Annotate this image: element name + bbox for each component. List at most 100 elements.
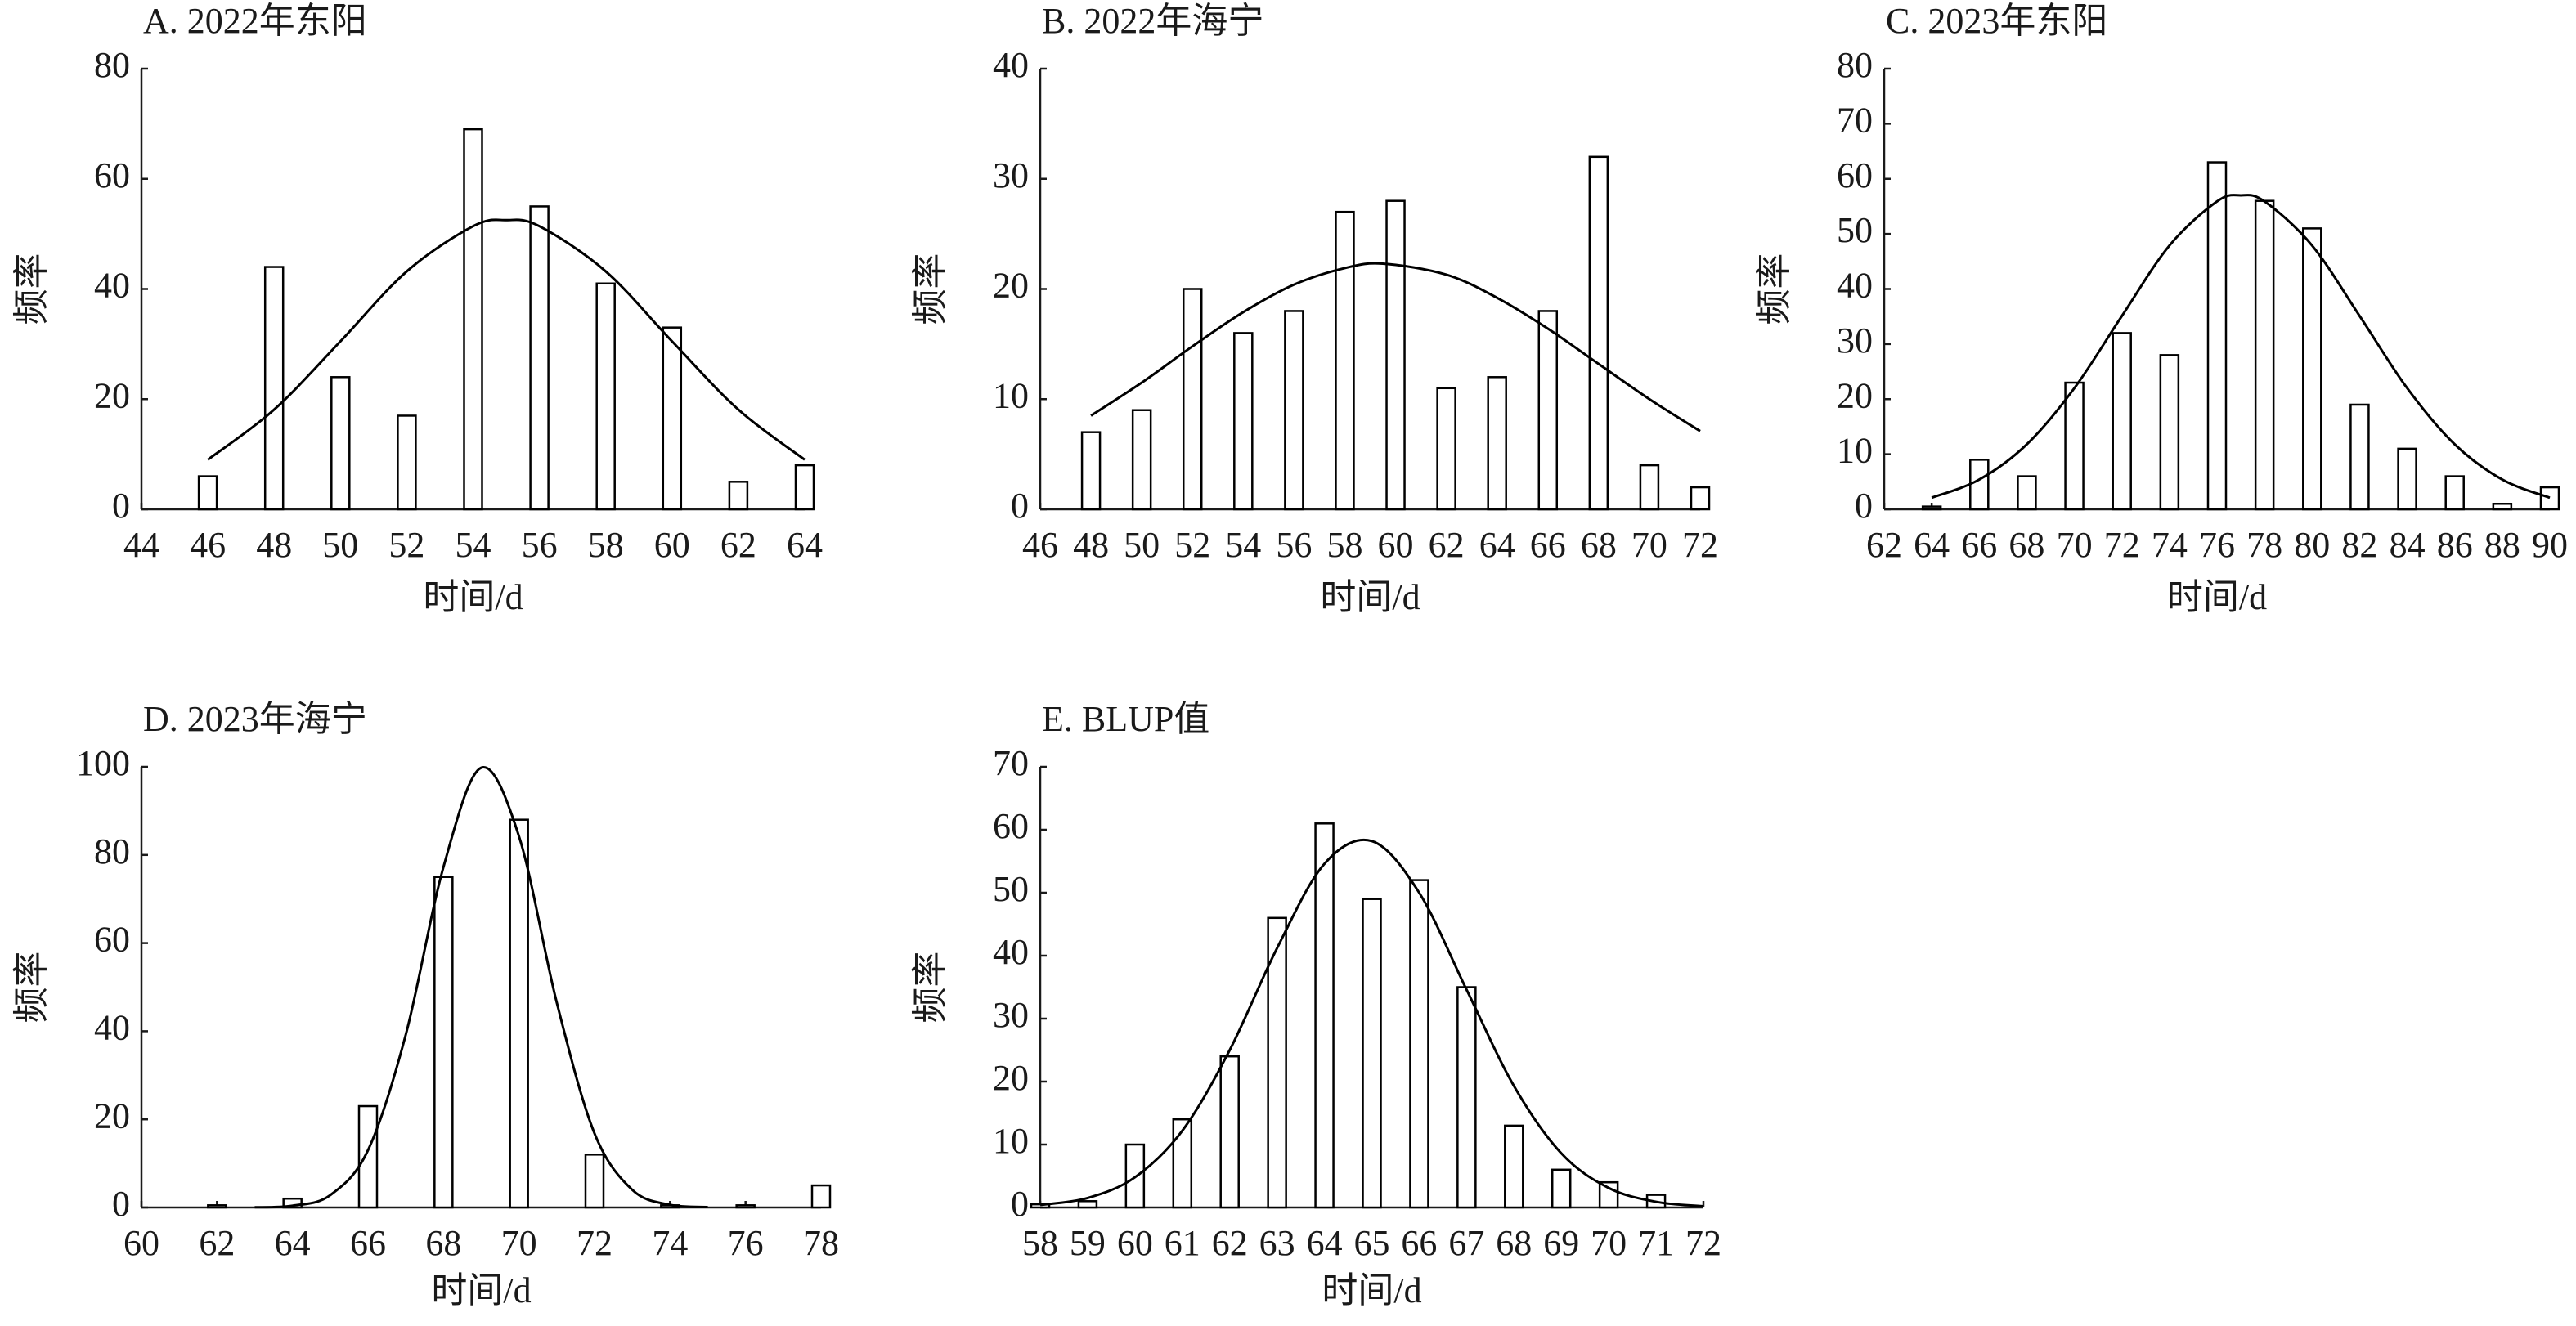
panel-title: A. 2022年东阳 (143, 1, 367, 41)
fit-curve (207, 218, 806, 461)
bar (1233, 332, 1254, 511)
y-tick-label: 30 (993, 155, 1029, 195)
x-tick-label: 84 (2390, 525, 2426, 565)
x-tick-label: 52 (388, 525, 424, 565)
y-tick-label: 70 (993, 743, 1029, 783)
x-tick-label: 46 (190, 525, 226, 565)
y-tick-label: 30 (993, 995, 1029, 1035)
panel-title: E. BLUP值 (1042, 699, 1209, 739)
x-tick-label: 64 (1914, 525, 1950, 565)
y-tick-label: 0 (112, 1184, 130, 1224)
bar (794, 464, 815, 511)
bar (1639, 464, 1660, 511)
x-tick-label: 66 (350, 1223, 386, 1263)
x-tick-label: 54 (1225, 525, 1261, 565)
bar (1551, 1168, 1572, 1209)
x-tick-label: 74 (2152, 525, 2188, 565)
x-tick-label: 66 (1401, 1223, 1437, 1263)
y-tick-label: 20 (993, 1058, 1029, 1098)
bar (735, 1204, 756, 1209)
x-tick-label: 70 (1591, 1223, 1627, 1263)
x-tick-label: 70 (1631, 525, 1667, 565)
x-tick-label: 58 (1326, 525, 1362, 565)
x-tick-label: 66 (1961, 525, 1997, 565)
x-tick-label: 58 (588, 525, 624, 565)
fit-curve (1931, 194, 2551, 499)
x-tick-label: 78 (803, 1223, 839, 1263)
fit-curve (254, 766, 708, 1209)
y-tick-label: 50 (1837, 210, 1873, 250)
bar (1080, 431, 1102, 511)
y-tick-label: 40 (993, 45, 1029, 85)
y-tick-label: 20 (1837, 375, 1873, 415)
y-tick-label: 30 (1837, 320, 1873, 361)
y-axis-label: 频率 (910, 952, 950, 1024)
panel-title: D. 2023年海宁 (143, 699, 367, 739)
bar (584, 1154, 605, 1209)
bar (1969, 459, 1990, 511)
x-tick-label: 80 (2294, 525, 2330, 565)
y-tick-label: 0 (1855, 486, 1873, 526)
y-tick-label: 100 (76, 743, 130, 783)
bar (662, 326, 683, 511)
y-axis-label: 频率 (910, 253, 950, 325)
bar (1504, 1124, 1524, 1209)
x-tick-label: 68 (2008, 525, 2044, 565)
bar (1267, 916, 1287, 1209)
x-tick-label: 70 (501, 1223, 537, 1263)
x-tick-label: 52 (1174, 525, 1210, 565)
x-tick-label: 78 (2246, 525, 2282, 565)
bar (810, 1184, 832, 1209)
y-tick-label: 70 (1837, 100, 1873, 140)
x-tick-label: 60 (123, 1223, 159, 1263)
bar (1921, 505, 1942, 511)
x-tick-label: 88 (2484, 525, 2520, 565)
x-tick-label: 72 (1682, 525, 1718, 565)
bar (2017, 475, 2037, 511)
x-tick-label: 60 (1117, 1223, 1153, 1263)
bar (2112, 332, 2132, 511)
x-tick-label: 76 (728, 1223, 764, 1263)
x-tick-label: 48 (1073, 525, 1109, 565)
y-tick-label: 60 (1837, 155, 1873, 195)
bar (2349, 403, 2370, 511)
x-tick-label: 70 (2057, 525, 2093, 565)
bar (595, 282, 616, 511)
bar (1172, 1118, 1193, 1209)
y-axis-label: 频率 (11, 952, 52, 1024)
bar (2159, 354, 2180, 511)
bar (397, 414, 417, 511)
x-tick-label: 71 (1638, 1223, 1674, 1263)
x-tick-label: 56 (1276, 525, 1312, 565)
x-tick-label: 65 (1354, 1223, 1390, 1263)
x-axis-label: 时间/d (1322, 1270, 1421, 1310)
x-tick-label: 50 (1124, 525, 1160, 565)
x-tick-label: 66 (1530, 525, 1566, 565)
bar (2064, 381, 2085, 511)
bar (2397, 447, 2417, 511)
bar (1537, 310, 1559, 511)
x-axis-label: 时间/d (423, 577, 523, 617)
y-tick-label: 40 (1837, 266, 1873, 306)
x-tick-label: 62 (199, 1223, 235, 1263)
fit-curve (1090, 262, 1701, 432)
fit-curve (1039, 838, 1704, 1207)
bar (1690, 486, 1711, 511)
y-axis-label: 频率 (1754, 253, 1794, 325)
y-tick-label: 80 (94, 45, 130, 85)
bar (1362, 898, 1382, 1209)
y-tick-label: 60 (94, 155, 130, 195)
bar (1588, 155, 1609, 511)
y-tick-label: 0 (1011, 486, 1029, 526)
bar (1077, 1200, 1098, 1209)
y-tick-label: 80 (1837, 45, 1873, 85)
bar (728, 481, 749, 511)
bar (1487, 376, 1507, 511)
x-tick-label: 60 (654, 525, 690, 565)
bar (529, 205, 550, 511)
bar (330, 376, 351, 511)
x-tick-label: 61 (1165, 1223, 1200, 1263)
